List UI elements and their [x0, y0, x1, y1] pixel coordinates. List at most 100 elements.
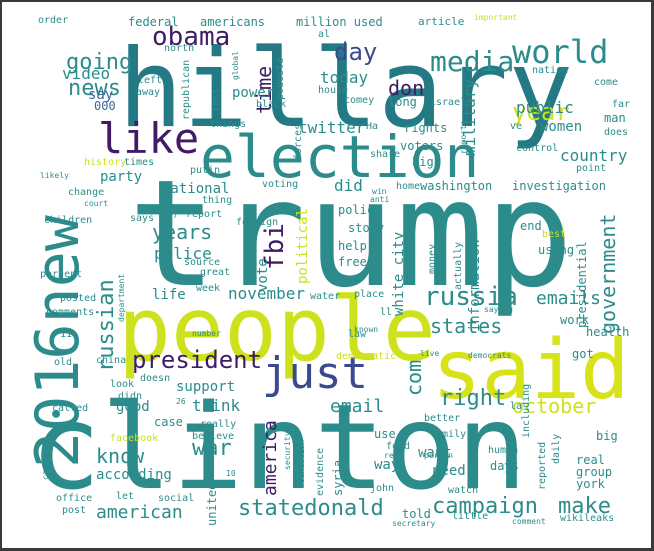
- cloud-word: person: [424, 451, 453, 460]
- cloud-word: clinton: [30, 378, 528, 516]
- cloud-word: ll: [380, 307, 393, 318]
- cloud-word: voters: [400, 139, 444, 153]
- cloud-word: story: [348, 221, 385, 235]
- cloud-word: reported: [537, 441, 548, 490]
- cloud-word: times: [124, 157, 155, 168]
- cloud-word: right: [440, 386, 507, 411]
- cloud-word: american: [96, 502, 183, 523]
- cloud-word: old: [54, 357, 73, 368]
- cloud-word: secretary: [392, 519, 436, 528]
- cloud-word: president: [132, 346, 263, 374]
- cloud-word: want: [418, 445, 452, 461]
- cloud-word: use: [374, 427, 396, 441]
- cloud-word: anti: [370, 195, 390, 204]
- cloud-word: police: [154, 244, 212, 263]
- cloud-word: house: [318, 85, 349, 96]
- cloud-word: americans: [200, 15, 266, 29]
- cloud-word: democratic: [336, 351, 397, 362]
- cloud-word: policy: [338, 203, 382, 217]
- cloud-word: health: [586, 325, 630, 339]
- cloud-word: china: [96, 355, 127, 366]
- cloud-word: history: [84, 157, 127, 168]
- cloud-word: article: [418, 15, 465, 28]
- cloud-word: campaign: [432, 494, 538, 519]
- cloud-word: states: [430, 314, 503, 338]
- cloud-word: 10: [226, 469, 236, 478]
- cloud-word: said: [432, 323, 630, 418]
- cloud-word: facebook: [110, 433, 159, 444]
- cloud-word: don: [388, 76, 425, 100]
- cloud-word: years: [152, 220, 213, 244]
- cloud-word: money: [427, 243, 438, 274]
- cloud-word: democrats: [468, 351, 512, 360]
- cloud-word: way: [374, 457, 400, 473]
- cloud-word: post: [62, 505, 87, 516]
- cloud-word: best: [542, 229, 567, 240]
- cloud-word: federal: [128, 15, 179, 29]
- cloud-word: government: [596, 213, 620, 334]
- cloud-word: actually: [453, 241, 464, 290]
- cloud-word: home: [396, 181, 421, 192]
- cloud-word: nation: [532, 65, 569, 76]
- cloud-word: believe: [192, 431, 235, 442]
- cloud-word: reports: [459, 120, 468, 154]
- cloud-word: evidence: [315, 447, 326, 496]
- cloud-word: statedonald: [238, 496, 384, 521]
- cloud-word: high: [412, 155, 441, 169]
- cloud-word: party: [100, 169, 143, 185]
- cloud-word: think: [192, 396, 241, 415]
- cloud-word: does: [604, 127, 629, 138]
- cloud-word: 11: [60, 329, 73, 340]
- cloud-word: investigation: [512, 179, 606, 193]
- cloud-word: likely: [40, 171, 69, 180]
- cloud-word: says: [130, 213, 155, 224]
- cloud-word: including: [521, 383, 532, 438]
- cloud-word: water: [310, 291, 341, 302]
- cloud-word: make: [558, 494, 611, 519]
- cloud-word: social: [158, 493, 195, 504]
- cloud-word: forces: [293, 123, 304, 160]
- cloud-word: told: [402, 507, 431, 521]
- cloud-word: report: [186, 209, 223, 220]
- cloud-word: country: [560, 146, 628, 165]
- cloud-word: 27: [168, 211, 178, 220]
- cloud-word: 000: [94, 99, 116, 113]
- cloud-word: trump: [128, 148, 574, 320]
- cloud-word: obama: [152, 22, 231, 52]
- cloud-word: live: [420, 349, 440, 358]
- cloud-word: great: [200, 267, 231, 278]
- cloud-word: war: [192, 436, 232, 461]
- cloud-word: come: [594, 77, 619, 88]
- cloud-word: washington: [420, 179, 493, 193]
- cloud-word: daily: [551, 433, 562, 464]
- cloud-word: office: [56, 493, 93, 504]
- cloud-word: syria: [331, 459, 345, 496]
- cloud-word: year: [512, 98, 570, 126]
- cloud-word: according: [96, 467, 172, 483]
- cloud-word: foreign: [236, 217, 279, 228]
- cloud-word: saying: [484, 305, 513, 314]
- cloud-word: work: [560, 313, 589, 327]
- cloud-word: control: [516, 143, 559, 154]
- cloud-word: department: [117, 273, 126, 322]
- cloud-word: power: [232, 85, 275, 101]
- cloud-word: john: [370, 483, 395, 494]
- cloud-word: place: [354, 289, 385, 300]
- cloud-word: 2016new: [23, 215, 93, 468]
- cloud-word: putin: [190, 165, 221, 176]
- cloud-word: public: [516, 98, 574, 117]
- cloud-word: court: [84, 199, 109, 208]
- cloud-word: food: [386, 441, 411, 452]
- cloud-word: america: [260, 420, 281, 496]
- cloud-word: family: [430, 429, 467, 440]
- cloud-word: look: [110, 379, 135, 390]
- cloud-word: win: [372, 187, 387, 196]
- cloud-word: support: [176, 379, 236, 395]
- cloud-word: far: [612, 99, 631, 110]
- cloud-word: order: [38, 15, 69, 26]
- cloud-word: help: [338, 239, 367, 253]
- cloud-word: north: [164, 43, 195, 54]
- cloud-word: twitter: [298, 118, 366, 137]
- cloud-word: case: [154, 415, 183, 429]
